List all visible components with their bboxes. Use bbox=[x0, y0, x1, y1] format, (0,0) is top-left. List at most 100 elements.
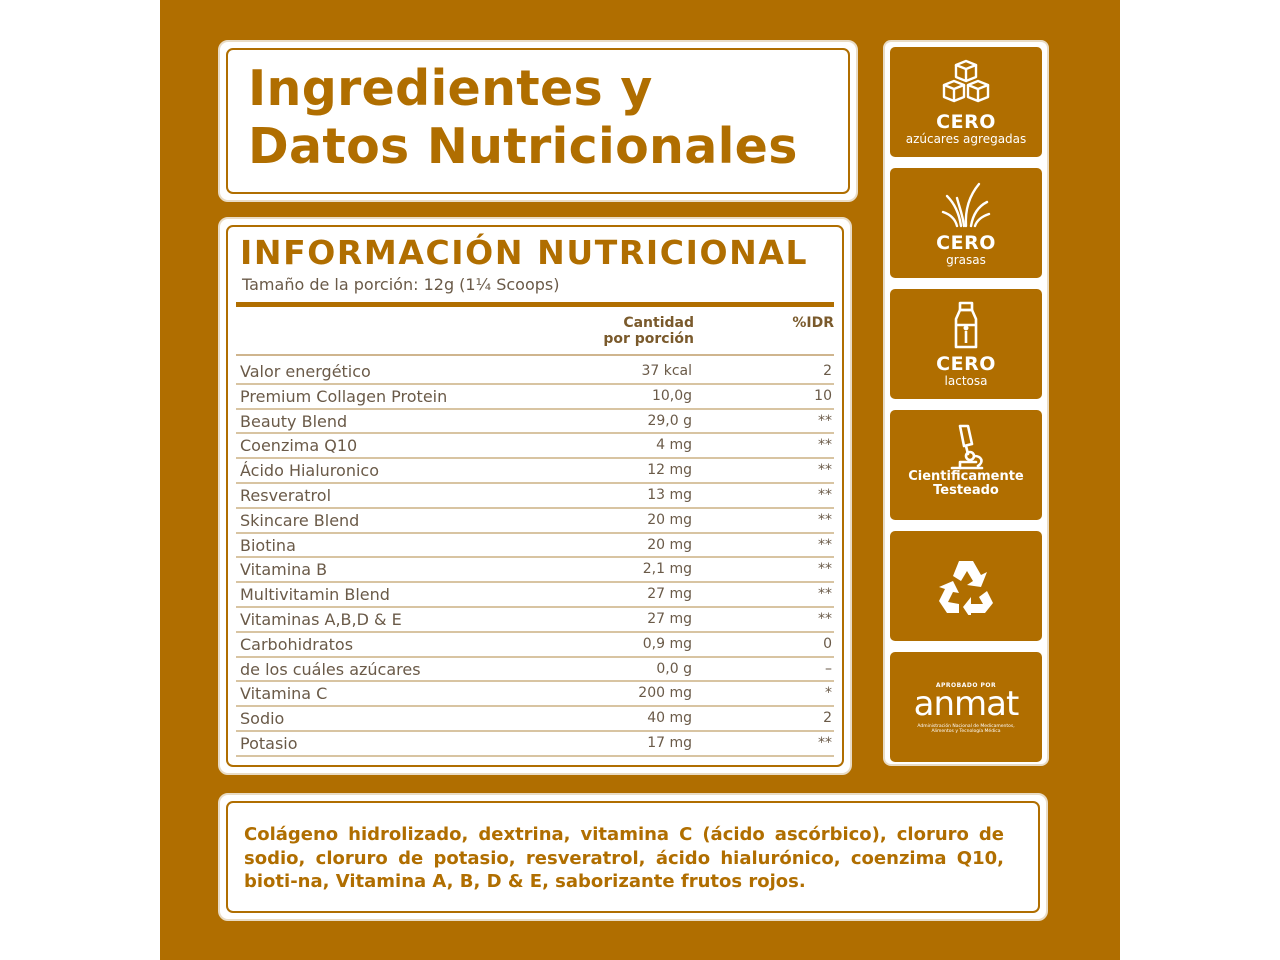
anmat-subtitle: Administración Nacional de Medicamentos,… bbox=[890, 724, 1042, 734]
nutrient-idr: ** bbox=[818, 486, 832, 503]
badge-zero-lactose-title: CERO bbox=[936, 353, 996, 375]
nutrition-card-border bbox=[226, 225, 844, 767]
nutrient-name: Carbohidratos bbox=[240, 634, 354, 654]
table-row: Beauty Blend 29,0 g ** bbox=[236, 410, 834, 435]
nutrient-idr: ** bbox=[818, 437, 832, 454]
microscope-icon bbox=[890, 422, 1042, 472]
title-line-2: Datos Nutricionales bbox=[248, 118, 798, 175]
sugar-cubes-icon bbox=[890, 59, 1042, 109]
nutrition-rows: Valor energético 37 kcal 2 Premium Collagen… bbox=[236, 360, 834, 757]
column-header-quantity-line2: por porción bbox=[603, 331, 694, 347]
nutrient-quantity: 13 mg bbox=[647, 486, 692, 503]
nutrient-name: Beauty Blend bbox=[240, 411, 348, 431]
nutrient-name: Sodio bbox=[240, 709, 285, 729]
nutrient-idr: 2 bbox=[823, 710, 832, 727]
anmat-approved-label: APROBADO POR bbox=[935, 682, 997, 689]
column-header-quantity: Cantidad por porción bbox=[570, 315, 694, 347]
page-title: Ingredientes y Datos Nutricionales bbox=[248, 60, 798, 176]
nutrient-name: Vitamina C bbox=[240, 684, 328, 704]
badge-tested-line1: Cientificamente bbox=[908, 469, 1024, 484]
anmat-subtitle-line1: Administración Nacional de Medicamentos, bbox=[917, 724, 1015, 729]
table-row: Vitaminas A,B,D & E 27 mg ** bbox=[236, 608, 834, 633]
table-row: Multivitamin Blend 27 mg ** bbox=[236, 583, 834, 608]
table-row: Resveratrol 13 mg ** bbox=[236, 484, 834, 509]
nutrient-quantity: 40 mg bbox=[647, 710, 692, 727]
nutrient-name: Potasio bbox=[240, 733, 298, 753]
serving-size: Tamaño de la porción: 12g (1¼ Scoops) bbox=[242, 275, 560, 294]
badge-zero-sugar-title: CERO bbox=[936, 111, 996, 133]
table-row: Sodio 40 mg 2 bbox=[236, 707, 834, 732]
nutrient-quantity: 0,9 mg bbox=[642, 635, 692, 652]
table-row: Biotina 20 mg ** bbox=[236, 534, 834, 559]
anmat-wordmark: anmat bbox=[913, 684, 1020, 724]
nutrient-quantity: 2,1 mg bbox=[642, 561, 692, 578]
nutrient-quantity: 0,0 g bbox=[656, 660, 692, 677]
nutrient-name: Vitamina B bbox=[240, 560, 328, 580]
table-row: Vitamina B 2,1 mg ** bbox=[236, 558, 834, 584]
nutrient-name: Resveratrol bbox=[240, 485, 332, 505]
column-header-idr: %IDR bbox=[792, 315, 834, 331]
badge-zero-lactose: CERO lactosa bbox=[890, 289, 1042, 399]
ingredients-card: Colágeno hidrolizado, dextrina, vitamina… bbox=[218, 793, 1048, 921]
table-row: Ácido Hialuronico 12 mg ** bbox=[236, 459, 834, 484]
badge-scientifically-tested: Cientificamente Testeado bbox=[890, 410, 1042, 520]
nutrient-idr: ** bbox=[818, 734, 832, 751]
grass-icon bbox=[890, 180, 1042, 230]
nutrient-idr: 2 bbox=[823, 363, 832, 379]
nutrient-idr: ** bbox=[818, 610, 832, 627]
table-row: Premium Collagen Protein 10,0g 10 bbox=[236, 385, 834, 410]
nutrition-card: INFORMACIÓN NUTRICIONAL Tamaño de la por… bbox=[218, 217, 852, 775]
title-card-border bbox=[226, 48, 850, 194]
nutrient-idr: 0 bbox=[823, 635, 832, 652]
badge-zero-sugar-text: azúcares agregadas bbox=[905, 132, 1027, 146]
recycle-icon bbox=[890, 557, 1042, 617]
nutrient-idr: ** bbox=[818, 462, 832, 479]
nutrient-name: Coenzima Q10 bbox=[240, 436, 358, 456]
anmat-subtitle-line2: Alimentos y Tecnología Médica bbox=[931, 729, 1001, 734]
nutrient-idr: ** bbox=[818, 536, 832, 553]
nutrient-quantity: 27 mg bbox=[647, 586, 692, 603]
label-panel: Ingredientes y Datos Nutricionales INFOR… bbox=[160, 0, 1120, 960]
badge-zero-lactose-text: lactosa bbox=[944, 374, 988, 388]
nutrient-quantity: 17 mg bbox=[647, 734, 692, 751]
nutrition-title: INFORMACIÓN NUTRICIONAL bbox=[240, 233, 809, 272]
table-row: Valor energético 37 kcal 2 bbox=[236, 360, 834, 385]
table-row: Coenzima Q10 4 mg ** bbox=[236, 434, 834, 460]
nutrient-idr: ** bbox=[818, 561, 832, 578]
title-line-1: Ingredientes y bbox=[248, 60, 653, 117]
title-card: Ingredientes y Datos Nutricionales bbox=[218, 40, 858, 202]
column-header-rule bbox=[236, 354, 834, 356]
nutrient-idr: * bbox=[825, 685, 832, 702]
badge-anmat: APROBADO POR anmat Administración Nacion… bbox=[890, 652, 1042, 762]
nutrient-name: Valor energético bbox=[240, 362, 371, 381]
nutrient-idr: ** bbox=[818, 511, 832, 528]
badge-zero-fat: CERO grasas bbox=[890, 168, 1042, 278]
nutrient-name: de los cuáles azúcares bbox=[240, 659, 421, 679]
badge-tested-text: Cientificamente Testeado bbox=[890, 470, 1042, 498]
column-header-quantity-line1: Cantidad bbox=[623, 315, 694, 331]
header-rule bbox=[236, 302, 834, 307]
table-row: de los cuáles azúcares 0,0 g – bbox=[236, 658, 834, 683]
ingredients-text: Colágeno hidrolizado, dextrina, vitamina… bbox=[244, 824, 1004, 892]
nutrient-quantity: 37 kcal bbox=[641, 363, 692, 379]
table-row: Potasio 17 mg ** bbox=[236, 732, 834, 757]
nutrient-quantity: 12 mg bbox=[647, 462, 692, 479]
table-row: Vitamina C 200 mg * bbox=[236, 682, 834, 708]
nutrient-idr: – bbox=[825, 660, 832, 677]
ingredients-card-border bbox=[226, 801, 1040, 913]
nutrient-idr: 10 bbox=[814, 387, 832, 404]
nutrient-quantity: 200 mg bbox=[638, 685, 692, 702]
nutrient-quantity: 29,0 g bbox=[647, 412, 692, 429]
badge-recyclable bbox=[890, 531, 1042, 641]
nutrient-idr: ** bbox=[818, 412, 832, 429]
badge-column: CERO azúcares agregadas CERO grasas bbox=[883, 40, 1049, 766]
nutrient-quantity: 27 mg bbox=[647, 610, 692, 627]
nutrient-quantity: 4 mg bbox=[656, 437, 692, 454]
table-row: Skincare Blend 20 mg ** bbox=[236, 509, 834, 534]
nutrient-name: Skincare Blend bbox=[240, 510, 360, 530]
milk-bottle-icon bbox=[890, 301, 1042, 351]
nutrient-name: Vitaminas A,B,D & E bbox=[240, 609, 402, 629]
nutrient-quantity: 20 mg bbox=[647, 511, 692, 528]
nutrient-quantity: 10,0g bbox=[651, 387, 692, 404]
nutrient-name: Premium Collagen Protein bbox=[240, 386, 448, 406]
